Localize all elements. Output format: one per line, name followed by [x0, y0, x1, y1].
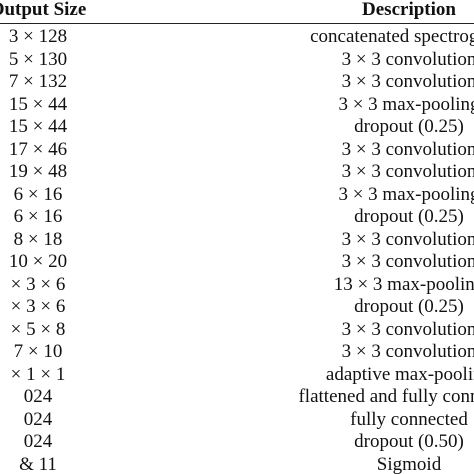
table-row: 024 fully connected [0, 409, 474, 432]
header-output-size: Output Size [0, 0, 87, 20]
cell-description: dropout (0.25) [354, 206, 464, 227]
cell-description: fully connected [350, 408, 468, 430]
cell-output-size: 5 × 130 [8, 48, 68, 70]
cell-description: adaptive max-pooling [325, 363, 474, 385]
cell-output-size: 7 × 132 [8, 71, 68, 92]
cell-output-size: × 1 × 1 [10, 363, 66, 385]
cell-output-size: 19 × 48 [8, 161, 68, 182]
table-row: 17 × 46 3 × 3 convolution [0, 139, 474, 162]
cell-description: 3 × 3 convolution [341, 48, 474, 70]
table-row: 10 × 20 3 × 3 convolution [0, 251, 474, 274]
cell-output-size: 7 × 10 [13, 341, 63, 362]
cell-description: 3 × 3 max-pooling [338, 183, 474, 205]
table-row: 3 × 128 concatenated spectrogram [0, 26, 474, 49]
table-row: 024 flattened and fully connected [0, 386, 474, 409]
table-row: 15 × 44 dropout (0.25) [0, 116, 474, 139]
cell-output-size: × 5 × 8 [10, 318, 66, 340]
cell-description: flattened and fully connected [298, 386, 474, 407]
cell-description: 3 × 3 convolution [341, 138, 474, 160]
cell-output-size: 15 × 44 [8, 116, 68, 137]
table-row: 6 × 16 3 × 3 max-pooling [0, 184, 474, 207]
cell-output-size: 024 [23, 386, 53, 407]
cell-description: 3 × 3 convolution [341, 251, 474, 272]
cell-output-size: 15 × 44 [8, 93, 68, 115]
cell-description: 3 × 3 convolution [341, 161, 474, 182]
header-description: Description [362, 0, 456, 20]
cell-output-size: & 11 [19, 453, 57, 474]
cell-description: Sigmoid [376, 453, 442, 474]
table-row: 6 × 16 dropout (0.25) [0, 206, 474, 229]
table-header: Output Size Description [0, 0, 474, 21]
table-row: 024 dropout (0.50) [0, 431, 474, 454]
header-rule [0, 23, 474, 24]
table-row: 8 × 18 3 × 3 convolution [0, 229, 474, 252]
table-row: 19 × 48 3 × 3 convolution [0, 161, 474, 184]
cell-output-size: 8 × 18 [13, 228, 63, 250]
table-row: × 1 × 1 adaptive max-pooling [0, 364, 474, 387]
table-row: × 5 × 8 3 × 3 convolution [0, 319, 474, 342]
cell-description: 3 × 3 convolution [341, 71, 474, 92]
cell-output-size: 17 × 46 [8, 138, 68, 160]
cell-output-size: × 3 × 6 [10, 273, 66, 295]
cell-output-size: 10 × 20 [8, 251, 68, 272]
table-row: × 3 × 6 13 × 3 max-pooling [0, 274, 474, 297]
table-row: 7 × 10 3 × 3 convolution [0, 341, 474, 364]
table-row: & 11 Sigmoid [0, 454, 474, 474]
cell-description: dropout (0.50) [354, 431, 464, 452]
table-row: 7 × 132 3 × 3 convolution [0, 71, 474, 94]
cell-description: 3 × 3 convolution [341, 318, 474, 340]
cell-output-size: 024 [23, 408, 53, 430]
cell-output-size: 6 × 16 [13, 183, 63, 205]
cell-description: dropout (0.25) [354, 116, 464, 137]
cell-output-size: 6 × 16 [13, 206, 63, 227]
cell-description: 3 × 3 convolution [341, 341, 474, 362]
table-row: 5 × 130 3 × 3 convolution [0, 49, 474, 72]
table-row: 15 × 44 3 × 3 max-pooling [0, 94, 474, 117]
cell-output-size: 024 [23, 431, 53, 452]
cell-description: dropout (0.25) [354, 296, 464, 317]
cell-description: concatenated spectrogram [310, 26, 474, 47]
cell-description: 3 × 3 max-pooling [338, 93, 474, 115]
cell-description: 3 × 3 convolution [341, 228, 474, 250]
cell-output-size: 3 × 128 [8, 26, 68, 47]
cell-description: 13 × 3 max-pooling [333, 273, 474, 295]
cell-output-size: × 3 × 6 [10, 296, 66, 317]
table-row: × 3 × 6 dropout (0.25) [0, 296, 474, 319]
